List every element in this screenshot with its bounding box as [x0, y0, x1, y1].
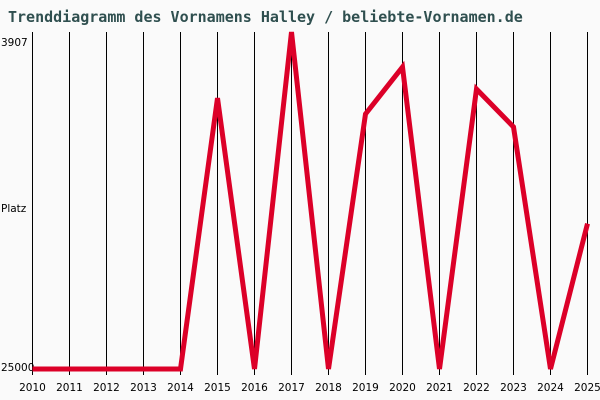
x-tick-label: 2016 — [241, 382, 268, 394]
x-tick-label: 2011 — [56, 382, 83, 394]
x-tick-label: 2018 — [315, 382, 342, 394]
x-tick-label: 2017 — [278, 382, 305, 394]
x-tick-label: 2013 — [130, 382, 157, 394]
x-tick-label: 2020 — [389, 382, 416, 394]
y-tick-bottom: 25000 — [1, 362, 34, 374]
x-tick-label: 2015 — [204, 382, 231, 394]
series-line — [32, 31, 590, 372]
x-tick-label: 2023 — [500, 382, 527, 394]
x-tick-label: 2025 — [574, 382, 600, 394]
x-tick-label: 2014 — [167, 382, 194, 394]
x-tick-label: 2019 — [352, 382, 379, 394]
x-tick-label: 2021 — [426, 382, 453, 394]
y-tick-top: 3907 — [1, 37, 28, 49]
y-axis-label: Platz — [1, 203, 27, 215]
x-tick-label: 2012 — [93, 382, 120, 394]
chart-title: Trenddiagramm des Vornamens Halley / bel… — [8, 8, 523, 26]
x-tick-label: 2010 — [19, 382, 46, 394]
x-tick-label: 2022 — [463, 382, 490, 394]
x-tick-label: 2024 — [537, 382, 564, 394]
